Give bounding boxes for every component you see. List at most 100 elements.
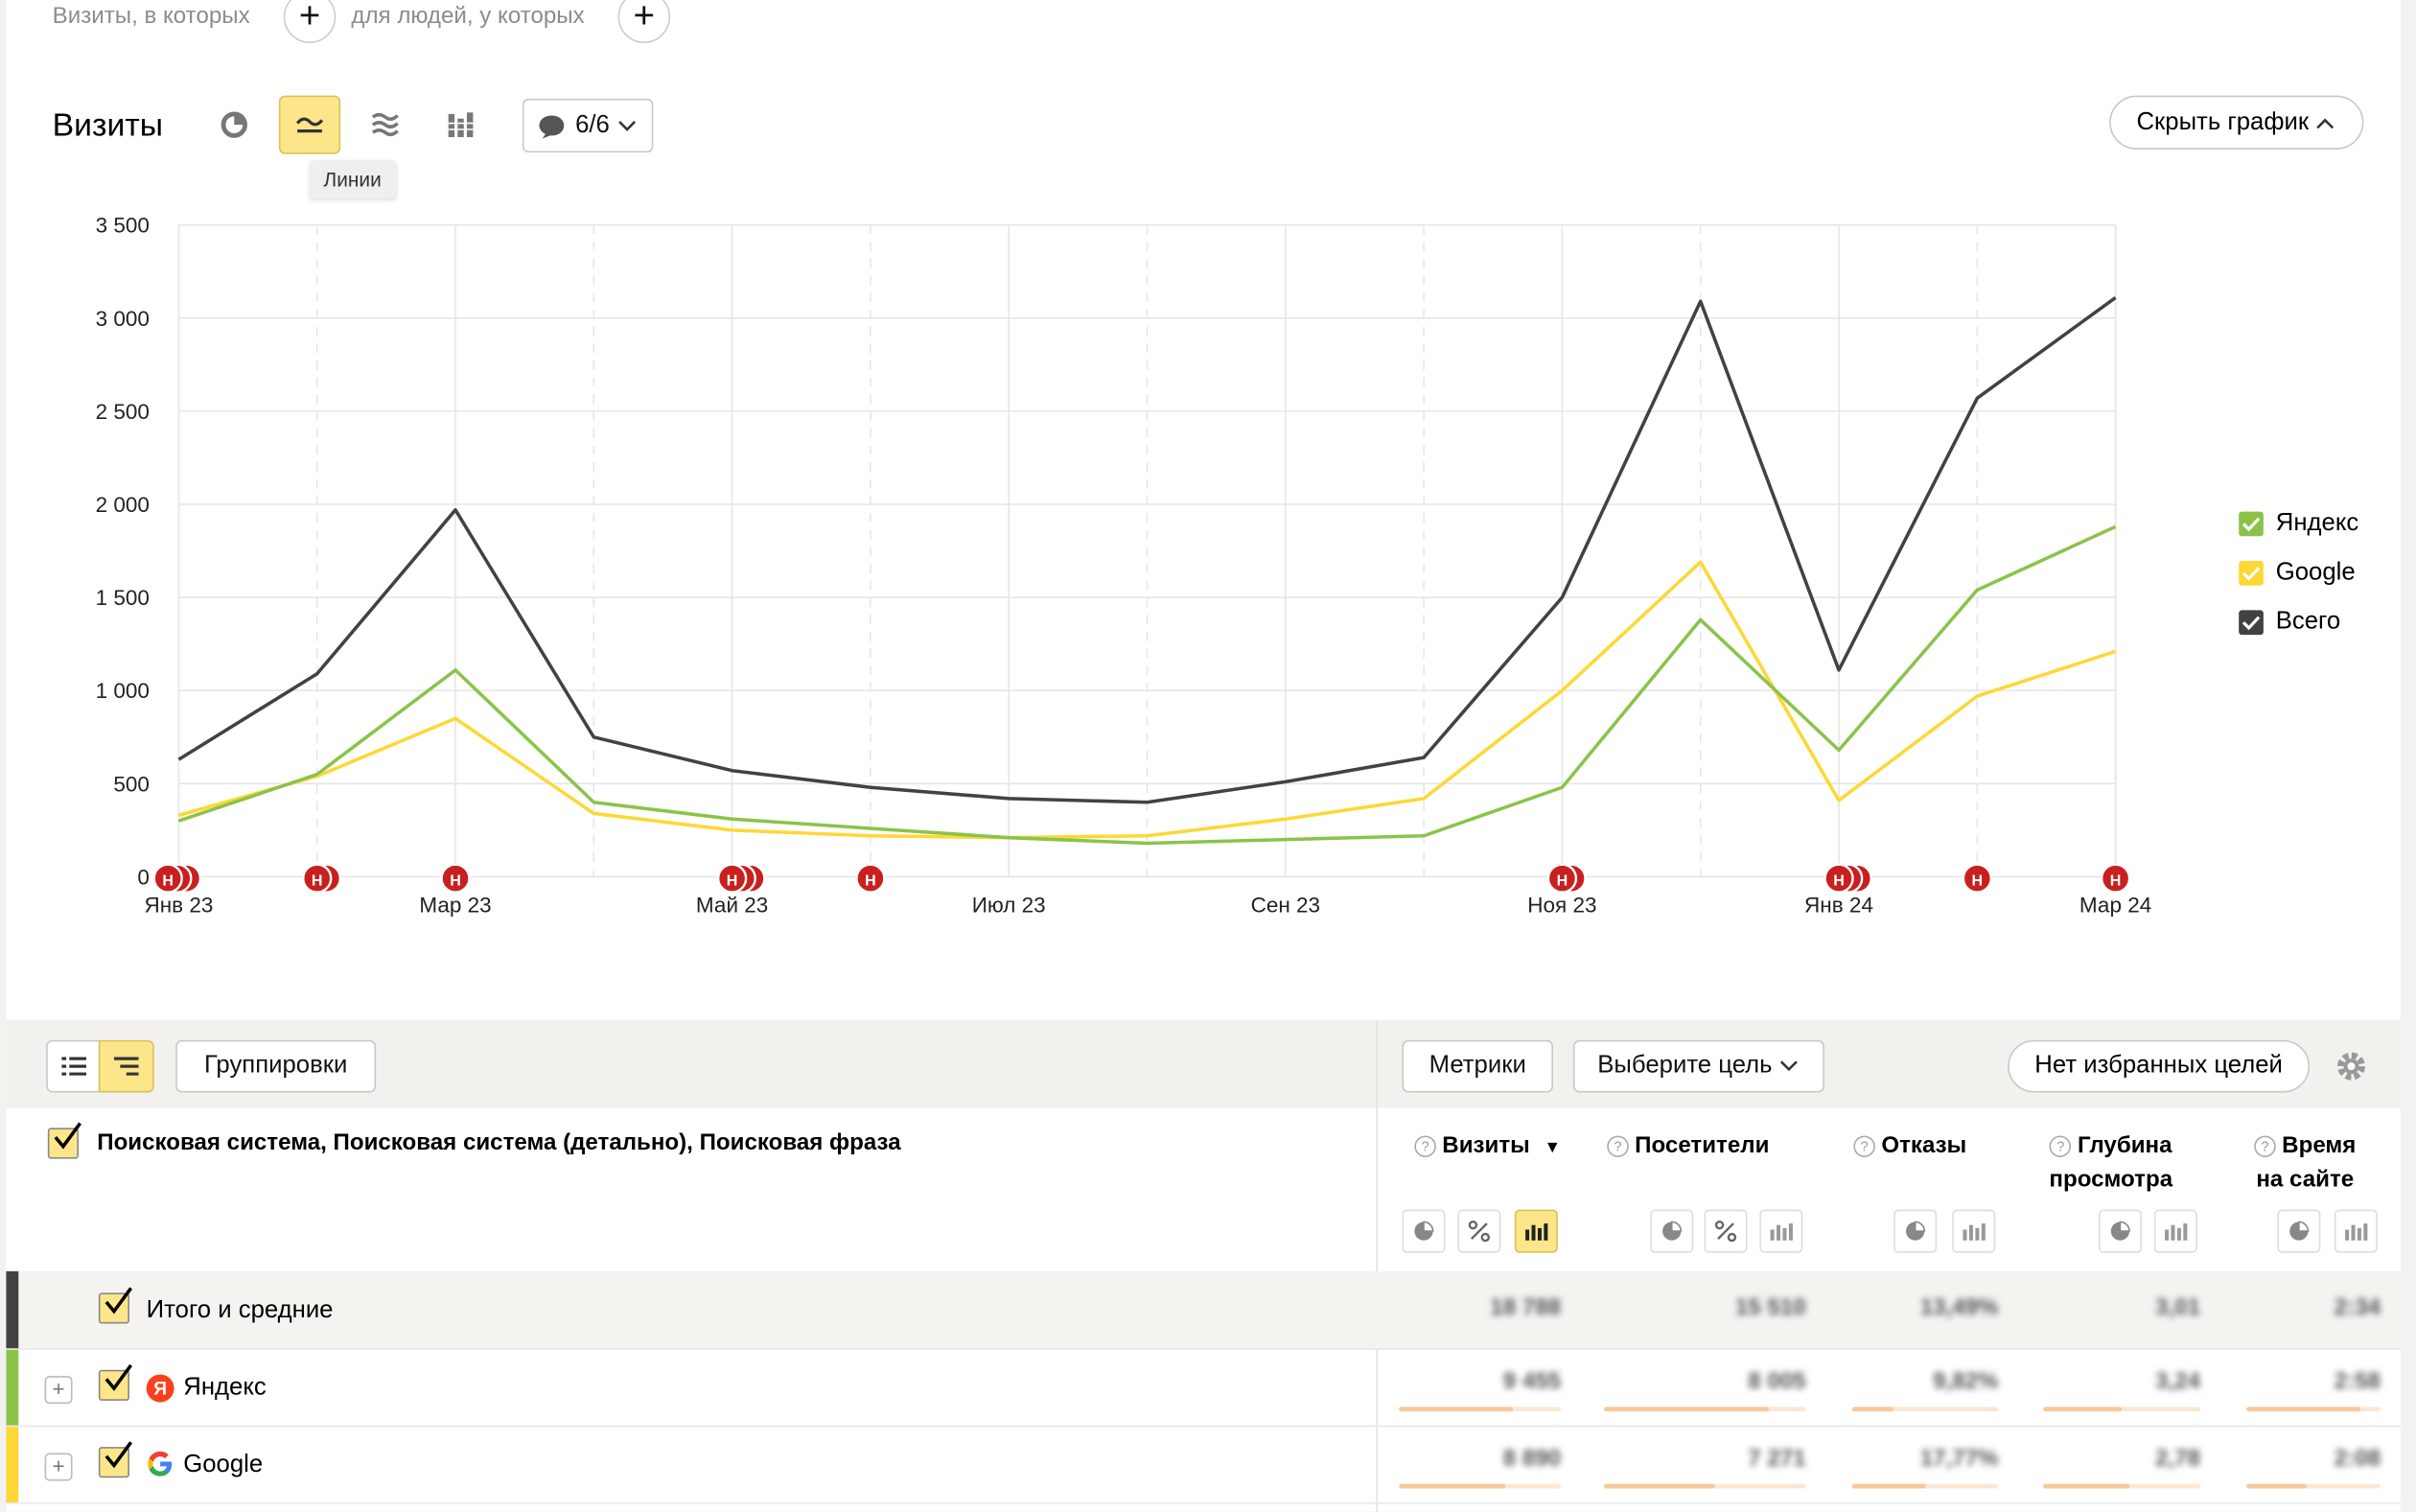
x-tick-label: Янв 23 (144, 893, 213, 917)
select-all-checkbox[interactable] (47, 1122, 81, 1159)
pie-icon (2110, 1221, 2130, 1241)
percent-icon (1714, 1220, 1737, 1243)
area-chart-type-button[interactable] (355, 96, 416, 154)
cell-value: 8 005 (1748, 1368, 1806, 1395)
annotation-marker (152, 863, 183, 894)
cell-value: 3,24 (2155, 1368, 2201, 1395)
cell-share-bar (1604, 1483, 1715, 1489)
row-checkbox[interactable] (98, 1441, 133, 1478)
pie-icon (221, 111, 247, 138)
cell-value: 15 510 (1734, 1294, 1806, 1321)
annotation-marker-label: Н (865, 872, 876, 889)
table-row-google (6, 1427, 2401, 1504)
percent-view-button[interactable] (1457, 1209, 1501, 1253)
cell-value: 13,49% (1919, 1294, 1999, 1321)
x-tick-label: Июл 23 (972, 893, 1046, 917)
bars-view-button[interactable] (2334, 1209, 2378, 1253)
row-checkbox[interactable] (98, 1287, 133, 1324)
legend-item-yandex[interactable]: Яндекс (2239, 500, 2358, 548)
cell-share-bar (2246, 1483, 2307, 1489)
cell-share-bar (2043, 1483, 2130, 1489)
column-visitors[interactable]: ? Посетители (1607, 1129, 1792, 1163)
column-depth[interactable]: ? Глубина просмотра (2049, 1132, 2173, 1193)
annotation-marker (302, 863, 333, 894)
bar-chart-type-button[interactable] (430, 96, 491, 154)
hide-chart-button[interactable]: Скрыть график (2109, 95, 2364, 150)
y-tick-label: 3 500 (96, 214, 150, 238)
x-tick-label: Ноя 23 (1527, 893, 1596, 917)
row-color-bar (6, 1270, 19, 1349)
legend-label: Всего (2275, 608, 2341, 636)
column-divider (1376, 1019, 1378, 1512)
cell-value: 17,77% (1919, 1445, 1999, 1472)
pie-view-button[interactable] (1650, 1209, 1694, 1253)
annotation-marker-label: Н (162, 872, 174, 889)
help-icon[interactable]: ? (1414, 1135, 1436, 1157)
pie-icon (1906, 1221, 1926, 1241)
lines-icon (295, 117, 324, 133)
pie-view-button[interactable] (2277, 1209, 2321, 1253)
legend-label: Яндекс (2275, 509, 2359, 537)
row-color-bar (6, 1349, 19, 1426)
column-bounces[interactable]: ? Отказы (1853, 1129, 1992, 1163)
groupings-button[interactable]: Группировки (175, 1039, 377, 1093)
cell-value: 2,78 (2155, 1445, 2201, 1472)
bars-view-button[interactable] (2153, 1209, 2197, 1253)
annotation-marker (1824, 863, 1854, 894)
choose-goal-dropdown[interactable]: Выберите цель (1572, 1039, 1824, 1093)
percent-view-button[interactable] (1704, 1209, 1748, 1253)
pie-chart-type-button[interactable] (203, 96, 265, 154)
row-label-total: Итого и средние (146, 1297, 334, 1324)
add-visit-filter-button[interactable]: + (283, 0, 337, 44)
annotations-dropdown[interactable]: 6/6 (522, 98, 654, 153)
cell-value: 2:34 (2334, 1294, 2381, 1321)
pie-icon (2289, 1221, 2310, 1241)
cell-value: 2:58 (2334, 1368, 2381, 1395)
legend-item-total[interactable]: Всего (2239, 598, 2358, 647)
chart-type-tooltip: Линии (310, 160, 396, 199)
annotation-marker-label: Н (450, 872, 461, 889)
row-color-bar (6, 1427, 19, 1502)
checkbox-icon (2239, 561, 2264, 586)
pie-view-button[interactable] (1893, 1209, 1938, 1253)
chart-title: Визиты (52, 107, 164, 144)
help-icon[interactable]: ? (1607, 1135, 1629, 1157)
list-view-button[interactable] (46, 1039, 101, 1093)
cell-value: 8 890 (1502, 1445, 1562, 1472)
people-filter-label: для людей, у которых (351, 3, 585, 30)
settings-gear-icon[interactable] (2335, 1049, 2368, 1090)
column-time[interactable]: ? Время на сайте (2242, 1129, 2368, 1198)
pie-view-button[interactable] (2098, 1209, 2142, 1253)
bars-view-button[interactable] (1759, 1209, 1803, 1253)
series-line-google (177, 560, 2117, 840)
help-icon[interactable]: ? (2254, 1135, 2276, 1157)
pie-view-button[interactable] (1402, 1209, 1446, 1253)
column-visits[interactable]: ? Визиты ▼ (1414, 1129, 1568, 1165)
expand-google-button[interactable]: + (44, 1453, 73, 1481)
chevron-down-icon (1780, 1060, 1799, 1072)
tree-view-button[interactable] (98, 1039, 154, 1093)
bars-view-button[interactable] (1514, 1209, 1558, 1253)
annotation-marker-label: Н (1557, 872, 1568, 889)
favorite-goals-button[interactable]: Нет избранных целей (2008, 1039, 2311, 1093)
tree-icon (113, 1057, 139, 1076)
help-icon[interactable]: ? (2050, 1135, 2072, 1157)
metrics-button[interactable]: Метрики (1402, 1039, 1554, 1093)
cell-share-bar (1399, 1407, 1514, 1412)
cell-value: 18 788 (1490, 1294, 1562, 1321)
legend-item-google[interactable]: Google (2239, 548, 2358, 597)
annotation-marker (716, 863, 748, 894)
add-people-filter-button[interactable]: + (617, 0, 671, 44)
bars-view-button[interactable] (1952, 1209, 1996, 1253)
chart-legend: Яндекс Google Всего (2239, 500, 2358, 647)
x-tick-label: Мар 24 (2079, 893, 2151, 917)
expand-yandex-button[interactable]: + (44, 1376, 73, 1405)
lines-chart-type-button[interactable] (278, 95, 341, 154)
help-icon[interactable]: ? (1853, 1135, 1875, 1157)
yandex-logo-icon: Я (146, 1374, 174, 1403)
row-checkbox[interactable] (98, 1363, 133, 1401)
table-row-yandex (6, 1349, 2401, 1428)
y-tick-label: 2 500 (96, 400, 150, 424)
cell-value: 9 455 (1502, 1368, 1562, 1395)
cell-value: 9,82% (1933, 1368, 1999, 1395)
